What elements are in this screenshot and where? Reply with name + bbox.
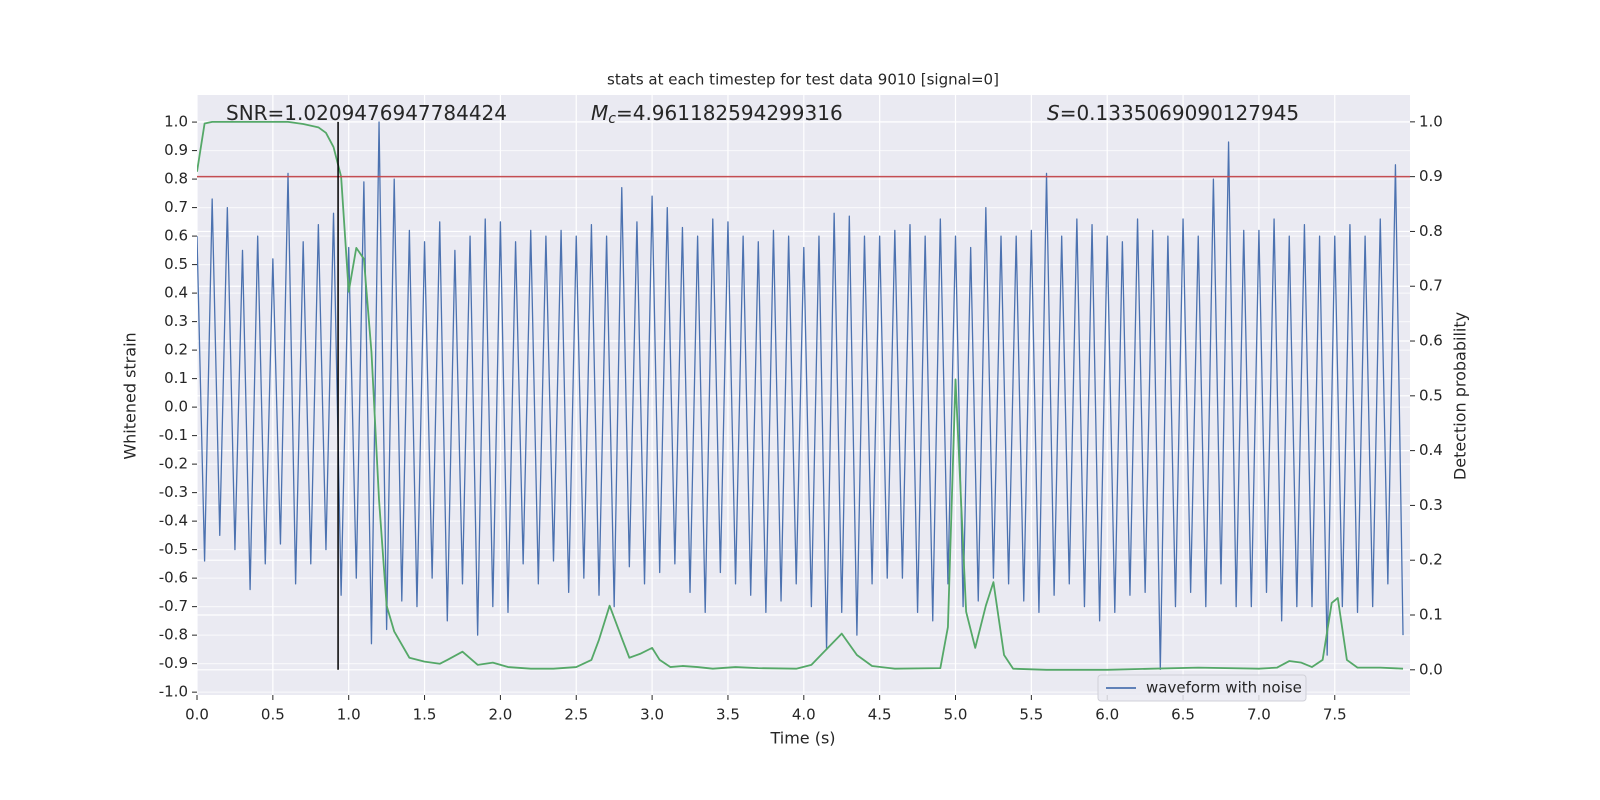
y2-tick-label: 0.6 bbox=[1419, 332, 1443, 350]
overlay: 0.0 0.5 1.0 1.5 2.0 2.5 3.0 3.5 4.0 4.5 5.0 5.5 6.0 6… bbox=[159, 101, 1443, 724]
annotation-symbol: M bbox=[591, 101, 608, 125]
legend-box bbox=[1097, 674, 1307, 702]
y-tick-label: -0.5 bbox=[159, 540, 188, 558]
y-tick-label: -0.4 bbox=[159, 512, 188, 530]
x-axis-label: Time (s) bbox=[769, 729, 835, 748]
y2-tick-label: 0.7 bbox=[1419, 277, 1443, 295]
x-tick-label: 6.5 bbox=[1171, 706, 1195, 724]
x-tick-label: 6.0 bbox=[1095, 706, 1119, 724]
annotation-symbol: S bbox=[1047, 101, 1060, 125]
y-axis-label: Whitened strain bbox=[121, 332, 140, 459]
x-tick-label: 4.5 bbox=[868, 706, 892, 724]
annotation: S=0.1335069090127945 bbox=[1047, 101, 1299, 125]
y-tick-label: -0.3 bbox=[159, 483, 188, 501]
y-tick-label: -1.0 bbox=[159, 683, 188, 701]
probability-line bbox=[197, 120, 1404, 671]
y-tick-label: 0.4 bbox=[164, 284, 188, 302]
annotation-subscript: c bbox=[608, 111, 616, 127]
y-tick-label: -0.9 bbox=[159, 654, 188, 672]
y2-tick-label: 0.2 bbox=[1419, 551, 1443, 569]
x-tick-label: 2.0 bbox=[488, 706, 512, 724]
y-tick-label: 0.7 bbox=[164, 198, 188, 216]
y2-axis-label: Detection probability bbox=[1451, 312, 1470, 480]
x-tick-label: 2.5 bbox=[564, 706, 588, 724]
y-tick-label: 0.3 bbox=[164, 312, 188, 330]
y-tick-label: 0.1 bbox=[164, 369, 188, 387]
y-tick-label: -0.6 bbox=[159, 569, 188, 587]
x-tick-label: 3.5 bbox=[716, 706, 740, 724]
grid bbox=[196, 95, 1410, 695]
y-tick-label: 0.8 bbox=[164, 170, 188, 188]
y-tick-label: 1.0 bbox=[164, 113, 188, 131]
y-tick-label: -0.7 bbox=[159, 597, 188, 615]
y-tick-label: 0.9 bbox=[164, 141, 188, 159]
chart-title: stats at each timestep for test data 901… bbox=[607, 71, 999, 89]
x-tick-label: 0.0 bbox=[185, 706, 209, 724]
annotation-text: =4.961182594299316 bbox=[616, 101, 843, 125]
x-tick-label: 7.5 bbox=[1323, 706, 1347, 724]
y-tick-label: -0.8 bbox=[159, 626, 188, 644]
x-tick-label: 5.5 bbox=[1019, 706, 1043, 724]
y2-tick-label: 0.5 bbox=[1419, 386, 1443, 404]
y-tick-label: 0.0 bbox=[164, 398, 188, 416]
annotation-text: SNR=1.0209476947784424 bbox=[226, 101, 507, 125]
y2-tick-label: 0.8 bbox=[1419, 222, 1443, 240]
y2-tick-label: 0.1 bbox=[1419, 606, 1443, 624]
x-tick-label: 4.0 bbox=[792, 706, 816, 724]
x-tick-label: 0.5 bbox=[261, 706, 285, 724]
x-tick-label: 1.0 bbox=[337, 706, 361, 724]
legend-label: waveform with noise bbox=[1146, 679, 1302, 697]
y2-tick-label: 0.4 bbox=[1419, 441, 1443, 459]
y2-tick-label: 0.0 bbox=[1419, 660, 1443, 678]
y-tick-label: 0.2 bbox=[164, 341, 188, 359]
y-tick-label: 0.6 bbox=[164, 227, 188, 245]
x-tick-label: 5.0 bbox=[944, 706, 968, 724]
x-tick-label: 7.0 bbox=[1247, 706, 1271, 724]
y2-tick-label: 1.0 bbox=[1419, 112, 1443, 130]
y2-tick-label: 0.3 bbox=[1419, 496, 1443, 514]
x-tick-label: 1.5 bbox=[413, 706, 437, 724]
x-tick-label: 3.0 bbox=[640, 706, 664, 724]
annotation-text: =0.1335069090127945 bbox=[1060, 101, 1299, 125]
y-tick-label: 0.5 bbox=[164, 255, 188, 273]
y-tick-label: -0.1 bbox=[159, 426, 188, 444]
y2-tick-label: 0.9 bbox=[1419, 167, 1443, 185]
waveform-line bbox=[197, 121, 1404, 670]
data-area bbox=[197, 120, 1410, 671]
annotation: Mc=4.961182594299316 bbox=[591, 101, 843, 128]
annotation: SNR=1.0209476947784424 bbox=[226, 101, 507, 125]
y-tick-label: -0.2 bbox=[159, 455, 188, 473]
